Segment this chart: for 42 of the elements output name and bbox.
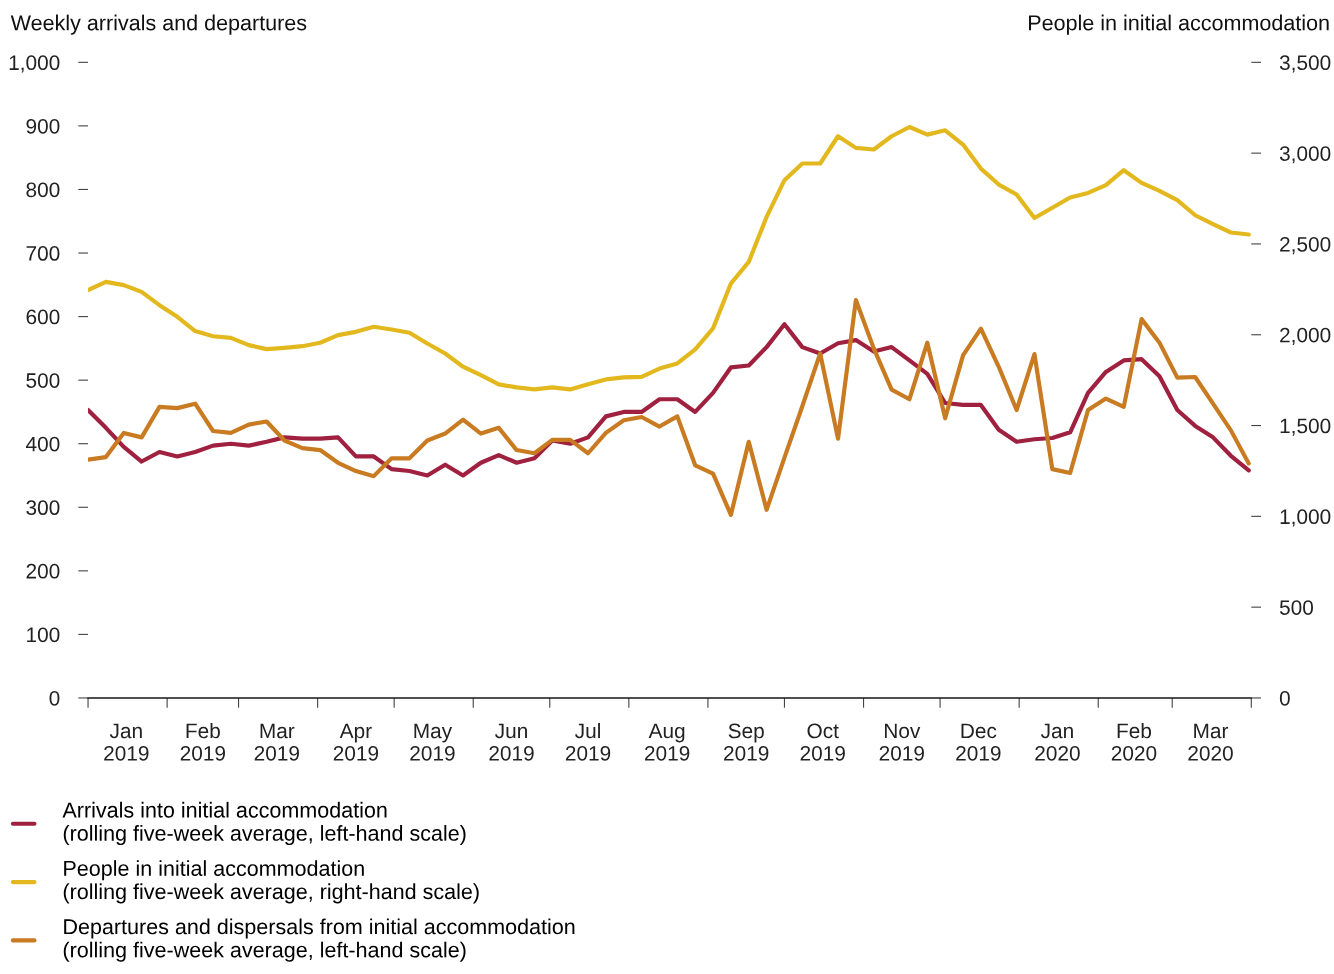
x-tick-label: Jan 2020 [1035,723,1080,761]
y-tick-label: 500 [26,373,60,388]
y-tick-label: 300 [26,500,60,516]
line-series [88,322,1251,478]
y-tick-label: 800 [26,182,60,198]
y2-tick-label: 500 [1279,600,1314,615]
legend-label: Departures and dispersals from initial accommodation (rolling five-week average, left-hand scale) [63,918,575,962]
legend-label: People in initial accommodation (rolling five-week average, right-hand scale) [63,860,479,904]
y2-tick-label: 1,000 [1280,509,1331,527]
y2-tick-label: 2,000 [1280,327,1331,345]
x-tick-label: Sep 2019 [724,723,769,761]
y2-tick-label: 1,500 [1280,418,1331,436]
x-tick-label: May 2019 [410,723,455,761]
x-tick-label: Jun 2019 [489,723,534,761]
x-tick-label: Aug 2019 [644,723,690,761]
y-tick-label: 1,000 [9,55,60,73]
y-tick-label: 700 [26,246,60,261]
y2-tick-label: 3,500 [1279,55,1331,73]
y-tick-label: 100 [27,627,60,643]
y-tick-label: 900 [26,118,60,134]
y-tick-label: 400 [25,436,60,452]
x-tick-label: Apr 2019 [333,723,379,761]
line-series [88,124,1251,392]
x-tick-label: Mar 2019 [254,723,299,761]
y-tick-label: 200 [26,563,60,579]
x-tick-label: Mar 2020 [1188,723,1233,761]
x-tick-label: Jul 2019 [565,722,611,761]
y2-tick-label: 3,000 [1279,146,1331,164]
y-tick-label: 600 [26,309,60,325]
y-axis-title: Weekly arrivals and departures [10,14,307,35]
x-tick-label: Feb 2019 [180,722,226,761]
x-tick-label: Nov 2019 [879,723,924,761]
legend-label: Arrivals into initial accommodation (rolling five-week average, left-hand scale) [62,801,466,846]
x-tick-label: Jan 2019 [104,723,149,761]
y2-tick-label: 0 [1279,690,1290,706]
y-tick-label: 0 [49,690,60,706]
x-tick-label: Oct 2019 [800,723,845,761]
line-series [88,297,1251,517]
y2-axis-title: People in initial accommodation [1029,14,1329,35]
x-tick-label: Feb 2020 [1111,722,1157,761]
x-tick-label: Dec 2019 [956,723,1001,761]
y2-tick-label: 2,500 [1280,236,1331,255]
